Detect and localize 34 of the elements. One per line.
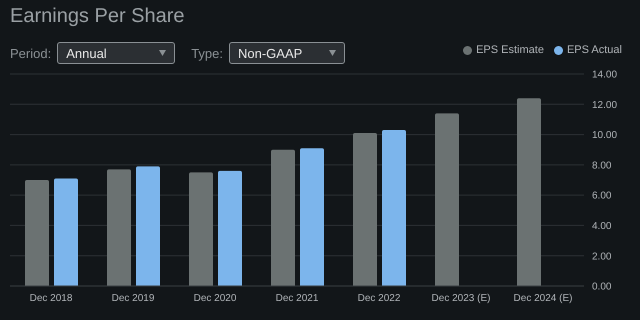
bar: [107, 169, 131, 286]
y-tick-label: 12.00: [592, 100, 618, 111]
type-dropdown: Non-GAAP: [229, 42, 345, 64]
bar: [25, 180, 49, 286]
text: Type:: [191, 46, 223, 60]
chart-title: Earnings Per Share: [10, 5, 185, 28]
x-tick-label: Dec 2018: [30, 293, 73, 304]
period-dropdown: Annual: [57, 42, 176, 64]
bar: [382, 130, 406, 286]
y-tick-label: 14.00: [592, 70, 618, 81]
x-tick-label: Dec 2022: [358, 293, 401, 304]
y-tick-label: 2.00: [592, 251, 612, 262]
y-tick-label: 10.00: [592, 130, 618, 142]
bar: [218, 170, 242, 286]
x-tick-label: Dec 2019: [112, 293, 155, 304]
bar: [353, 133, 377, 286]
bar: [136, 166, 160, 286]
x-tick-label: Dec 2024 (E): [514, 293, 572, 304]
x-tick-label: Dec 2023 (E): [432, 293, 490, 304]
y-tick-label: 0.00: [592, 282, 612, 293]
x-tick-label: Dec 2020: [194, 293, 237, 304]
bar: [435, 113, 459, 286]
y-tick-label: 6.00: [592, 190, 612, 202]
text: Period:: [10, 46, 52, 60]
bar: [189, 172, 213, 286]
legend-label: EPS Actual: [566, 44, 622, 56]
bar: [300, 148, 324, 286]
bar: [54, 178, 78, 286]
bar: [517, 98, 541, 286]
y-tick-label: 8.00: [592, 160, 612, 172]
bar: [271, 150, 295, 286]
y-tick-label: 4.00: [592, 220, 612, 232]
x-tick-label: Dec 2021: [276, 293, 319, 304]
legend-label: EPS Estimate: [476, 44, 544, 56]
